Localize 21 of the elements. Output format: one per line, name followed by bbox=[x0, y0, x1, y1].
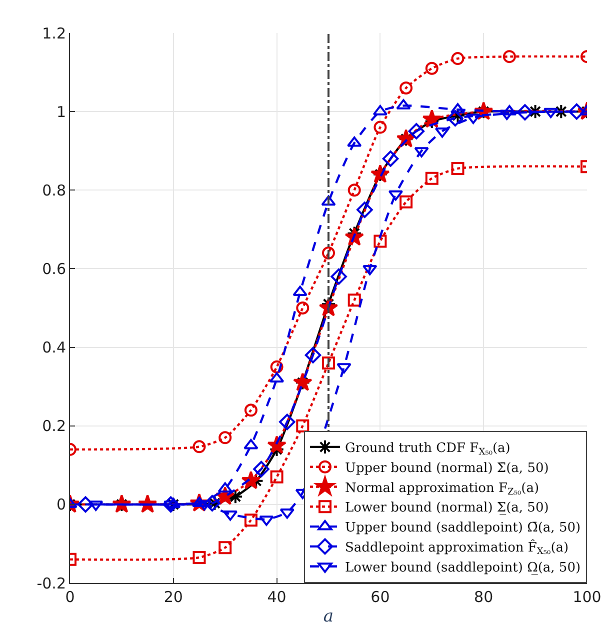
x-tick-label: 60 bbox=[370, 588, 390, 606]
y-tick-label: 0 bbox=[56, 496, 66, 514]
x-tick-label: 20 bbox=[164, 588, 183, 606]
legend-label: Lower bound (saddlepoint) Ω̲(a, 50) bbox=[345, 560, 581, 576]
y-tick-label: 0.8 bbox=[42, 181, 66, 200]
y-tick-label: 0.4 bbox=[42, 338, 66, 357]
legend-label: Lower bound (normal) Σ̲(a, 50) bbox=[345, 500, 549, 516]
y-tick-label: 0.2 bbox=[42, 417, 66, 436]
legend-label: Saddlepoint approximation F̂$_{X₅₀}$(a) bbox=[345, 539, 569, 558]
legend-label: Normal approximation F$_{Z₅₀}$(a) bbox=[345, 480, 540, 498]
legend-label: Upper bound (normal) Σ̄(a, 50) bbox=[345, 460, 549, 476]
x-tick-label: 40 bbox=[267, 588, 286, 606]
y-tick-label: 1 bbox=[56, 102, 66, 121]
legend-label: Ground truth CDF F$_{X₅₀}$(a) bbox=[345, 441, 510, 458]
legend-label: Upper bound (saddlepoint) Ω̄(a, 50) bbox=[345, 520, 581, 536]
x-tick-label: 100 bbox=[572, 588, 602, 606]
y-tick-label: 0.6 bbox=[42, 260, 66, 278]
y-tick-label: 1.2 bbox=[42, 24, 66, 42]
x-tick-label: 80 bbox=[474, 588, 494, 606]
x-axis-title: a bbox=[323, 606, 334, 626]
y-tick-label: -0.2 bbox=[36, 574, 66, 592]
